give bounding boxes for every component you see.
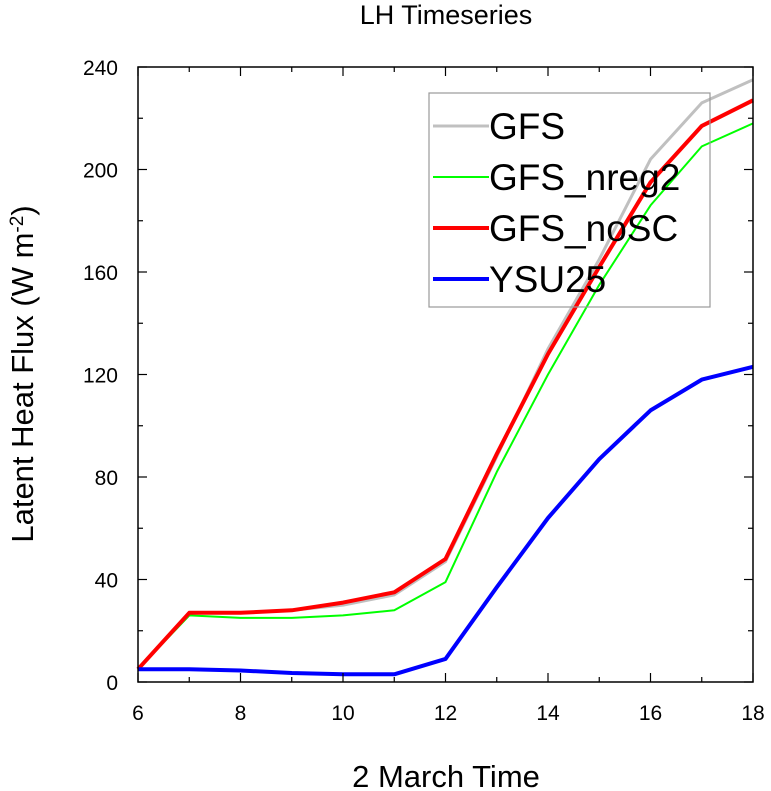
legend-label: YSU25 — [489, 259, 606, 300]
series-line-gfs-nreg2 — [137, 122, 754, 670]
plot-series — [136, 78, 754, 677]
legend-label: GFS_nreg2 — [489, 157, 680, 198]
x-tick-label: 10 — [331, 702, 354, 725]
y-axis-label-main: Latent Heat Flux (W m — [5, 233, 40, 543]
x-tick-label: 8 — [235, 702, 247, 725]
x-axis-label: 2 March Time — [352, 759, 540, 791]
x-axis-ticks: 6 8 10 12 14 16 18 — [132, 67, 765, 725]
y-tick-label: 240 — [83, 57, 118, 80]
y-tick-label: 40 — [95, 570, 118, 593]
y-tick-label: 0 — [106, 672, 118, 695]
legend-box — [428, 92, 711, 308]
legend: GFS GFS_nreg2 GFS_noSC YSU25 — [428, 92, 711, 308]
x-tick-label: 6 — [132, 702, 144, 725]
x-tick-label: 12 — [434, 702, 457, 725]
legend-label: GFS_noSC — [489, 208, 678, 249]
legend-label: GFS — [489, 106, 565, 147]
y-tick-label: 120 — [83, 365, 118, 388]
y-axis-label: Latent Heat Flux (W m-2) — [5, 205, 40, 542]
x-tick-label: 14 — [536, 702, 560, 725]
y-axis-ticks: 0 40 80 120 160 200 240 — [83, 57, 753, 695]
y-tick-label: 80 — [95, 467, 118, 490]
y-tick-label: 200 — [83, 160, 118, 183]
x-tick-label: 16 — [639, 702, 662, 725]
y-tick-label: 160 — [83, 262, 118, 285]
y-axis-label-close: ) — [5, 205, 40, 215]
y-axis-label-superscript: -2 — [7, 216, 28, 233]
series-line-ysu25 — [138, 364, 754, 677]
chart-title: LH Timeseries — [360, 0, 533, 30]
series-line-gfs-nosc — [136, 98, 754, 671]
x-tick-label: 18 — [741, 702, 764, 725]
